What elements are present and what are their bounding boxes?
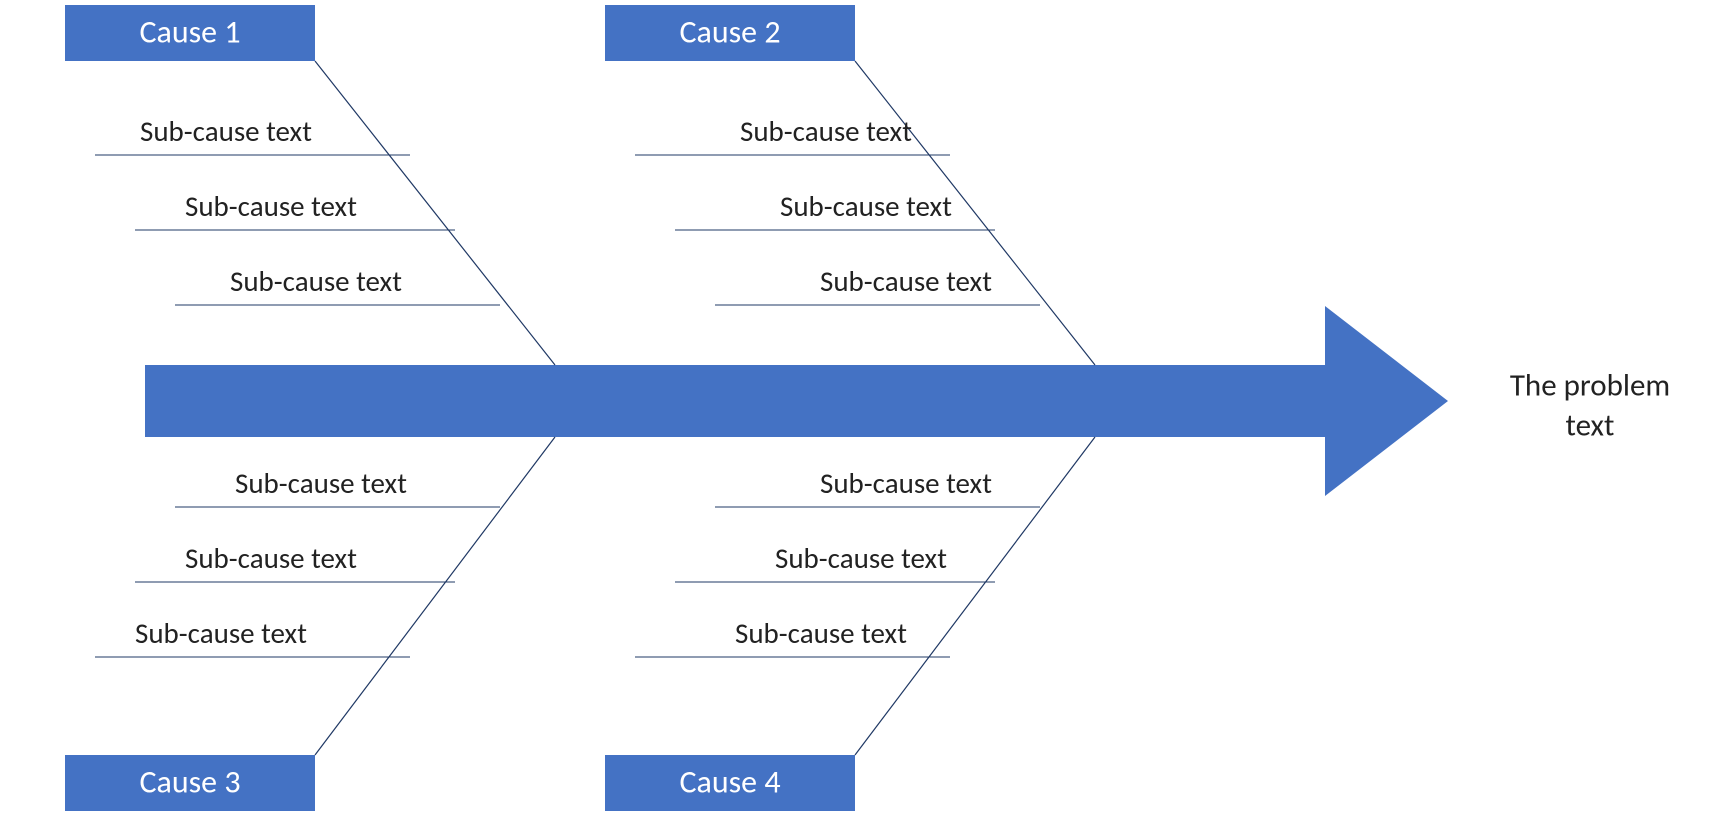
problem-text: The problem text [1510,366,1670,444]
cause-1-subcause-2-label: Sub-cause text [230,263,402,299]
cause-3-subcause-0-label: Sub-cause text [235,465,407,501]
cause-3-subcause-1-label: Sub-cause text [185,540,357,576]
cause-2-subcause-1-label: Sub-cause text [780,188,952,224]
cause-2: Sub-cause text Sub-cause text Sub-cause te… [605,5,1095,365]
problem-line2: text [1566,406,1615,444]
cause-2-subcause-2-label: Sub-cause text [820,263,992,299]
cause-1-subcause-0-label: Sub-cause text [140,113,312,149]
cause-2-subcause-0-label: Sub-cause text [740,113,912,149]
cause-3-subcause-2-label: Sub-cause text [135,615,307,651]
cause-4-subcause-1-label: Sub-cause text [775,540,947,576]
cause-3-label: Cause 3 [139,763,240,802]
problem-line1: The problem [1510,366,1670,404]
cause-4: Sub-cause text Sub-cause text Sub-cause te… [605,437,1095,811]
cause-4-subcause-0-label: Sub-cause text [820,465,992,501]
cause-2-label: Cause 2 [679,13,780,52]
cause-1: Sub-cause text Sub-cause text Sub-cause te… [65,5,555,365]
cause-1-label: Cause 1 [139,13,240,52]
cause-4-label: Cause 4 [679,763,780,802]
cause-4-subcause-2-label: Sub-cause text [735,615,907,651]
fishbone-diagram: The problem text Sub-cause textSub-cause… [0,0,1732,821]
cause-3: Sub-cause text Sub-cause text Sub-cause te… [65,437,555,811]
cause-1-subcause-1-label: Sub-cause text [185,188,357,224]
